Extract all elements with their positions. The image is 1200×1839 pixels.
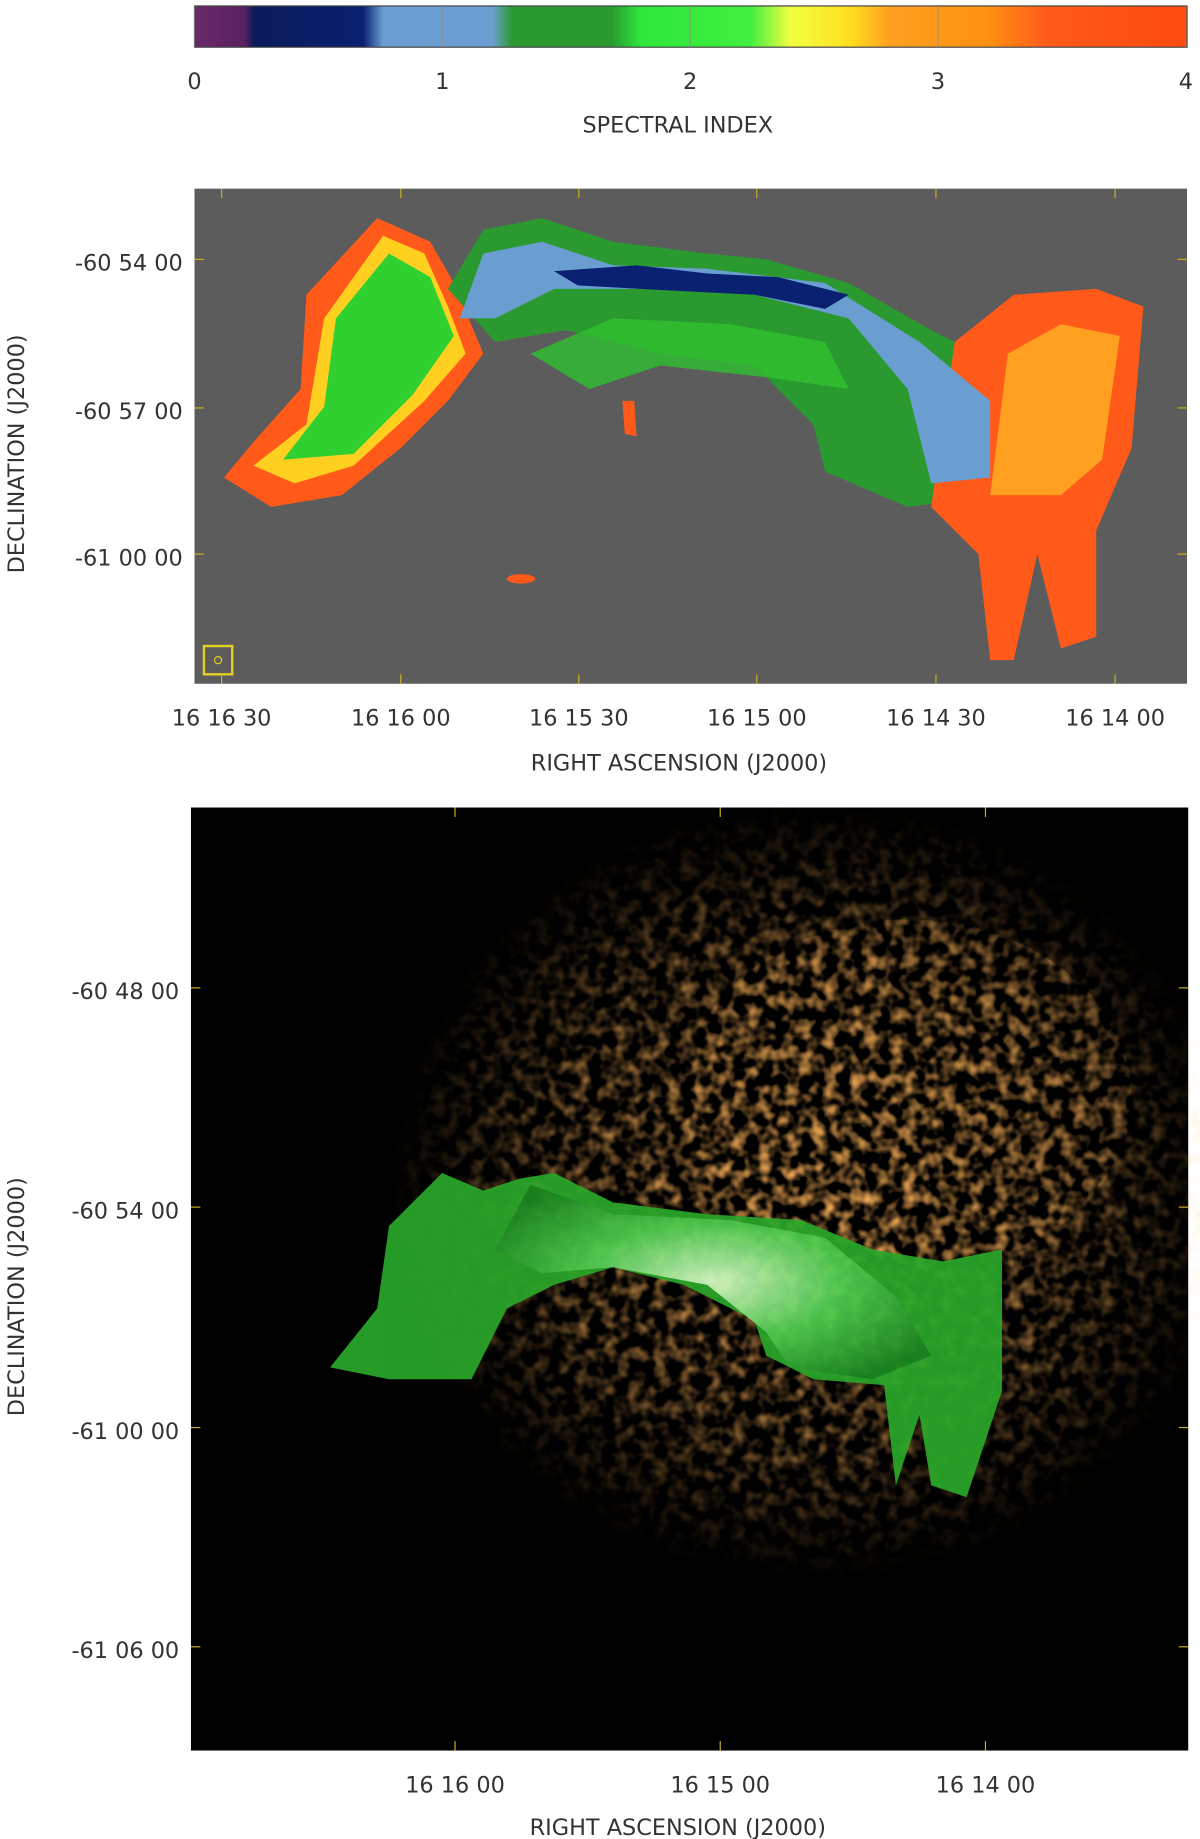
y-tick-label: -60 48 00	[71, 979, 179, 1005]
x-axis-label: RIGHT ASCENSION (J2000)	[531, 750, 827, 776]
x-tick-label: 16 14 00	[1065, 706, 1165, 732]
y-tick-label: -60 57 00	[75, 399, 183, 425]
x-tick-label: 16 15 00	[670, 1772, 770, 1798]
y-tick-label: -61 00 00	[71, 1419, 179, 1445]
colorbar-tick-label: 1	[435, 69, 449, 95]
y-axis-label: DECLINATION (J2000)	[4, 1177, 30, 1416]
y-tick-label: -61 06 00	[71, 1638, 179, 1664]
x-tick-label: 16 16 00	[405, 1772, 505, 1798]
colorbar	[193, 5, 1188, 48]
x-tick-label: 16 14 30	[886, 706, 986, 732]
spectral-emission	[223, 218, 1144, 661]
colorbar-tick-label: 2	[683, 69, 697, 95]
y-tick-label: -60 54 00	[71, 1198, 179, 1224]
x-axis-label: RIGHT ASCENSION (J2000)	[530, 1815, 826, 1839]
radio-emission	[330, 1172, 1002, 1498]
x-tick-label: 16 15 00	[707, 706, 807, 732]
y-tick-label: -61 00 00	[75, 545, 183, 571]
beam	[213, 656, 223, 665]
x-tick-label: 16 15 30	[529, 706, 629, 732]
colorbar-tick-label: 0	[187, 69, 201, 95]
colorbar-tick-label: 3	[931, 69, 945, 95]
x-tick-label: 16 16 30	[172, 706, 272, 732]
beam-box	[202, 644, 234, 676]
y-axis-label: DECLINATION (J2000)	[4, 334, 30, 573]
colorbar-label: SPECTRAL INDEX	[582, 113, 773, 139]
x-tick-label: 16 14 00	[936, 1772, 1036, 1798]
colorbar-tick-label: 4	[1179, 69, 1193, 95]
y-tick-label: -60 54 00	[75, 251, 183, 277]
x-tick-label: 16 16 00	[351, 706, 451, 732]
